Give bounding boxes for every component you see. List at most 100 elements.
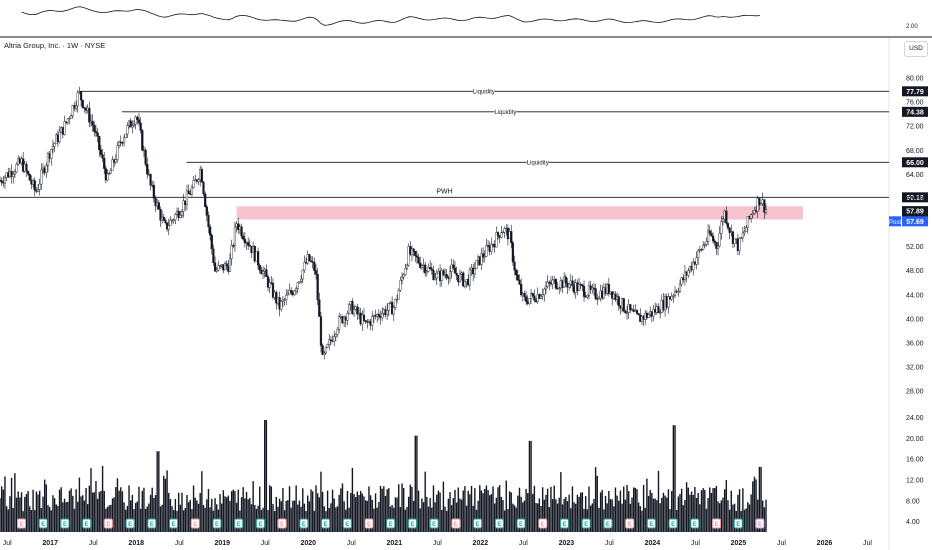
volume-bar (98, 492, 100, 532)
volume-bar (29, 506, 31, 532)
volume-bar (697, 492, 699, 532)
volume-bar (505, 480, 507, 532)
candle-body (346, 313, 349, 321)
volume-bar (705, 508, 708, 532)
volume-bar (227, 495, 230, 532)
volume-bar (432, 485, 435, 532)
earnings-badge-glyph: E (454, 522, 458, 528)
symbol-title[interactable]: Altria Group, Inc. · 1W · NYSE (4, 41, 106, 50)
volume-bar (606, 503, 608, 532)
time-tick-label: 2019 (214, 540, 230, 547)
volume-bar (55, 504, 57, 532)
candle-body (258, 265, 261, 271)
earnings-badge (755, 518, 765, 529)
indicator-axis-label: 2.00 (906, 24, 918, 30)
volume-bar (532, 493, 534, 532)
time-axis[interactable]: Jul 2017 Jul 2018 Jul 2019 Jul 2020 Jul 2021 Jul 20… (3, 540, 873, 547)
volume-bar (510, 492, 512, 532)
volume-bar (594, 467, 597, 532)
candle-body (435, 272, 438, 279)
volume-bar (285, 500, 287, 532)
candle-body (397, 290, 400, 300)
candle-body (286, 293, 289, 296)
candle-body (589, 285, 592, 290)
volume-bar (442, 481, 445, 532)
volume-bar (454, 489, 456, 532)
candle-body (652, 309, 655, 317)
volume-bar (136, 501, 139, 532)
candle-body (172, 219, 175, 221)
volume-bar (666, 497, 668, 532)
volume-bar (493, 503, 496, 532)
earnings-badge (668, 518, 678, 529)
volume-bar (487, 490, 489, 532)
candle-body (141, 130, 144, 151)
candle-body (280, 301, 283, 310)
candle-body (247, 242, 250, 246)
volume-bar (259, 486, 261, 532)
earnings-badge (342, 518, 352, 529)
candle-body (303, 262, 306, 271)
price-tick-label: 48.00 (906, 268, 924, 275)
candle-body (539, 295, 543, 299)
volume-bar (192, 485, 195, 532)
volume-bar (194, 497, 196, 532)
earnings-badge-glyph: E (758, 522, 762, 528)
volume-bar (5, 506, 8, 532)
volume-bar (222, 490, 225, 532)
level-name-bg (472, 87, 495, 95)
candle-body (702, 245, 705, 250)
candle-body (329, 339, 332, 341)
volume-bar (758, 466, 761, 532)
volume-bar (689, 494, 691, 532)
level-name-bg (526, 158, 549, 166)
volume-bar (550, 486, 552, 532)
candle-body (182, 200, 185, 212)
volume-bar (599, 492, 602, 532)
volume-bar (712, 488, 714, 532)
candle-body (268, 282, 271, 288)
price-tick-label: 68.00 (906, 148, 924, 155)
volume-bar (639, 506, 641, 532)
volume-bar (700, 490, 703, 532)
volume-bar (482, 493, 484, 532)
candle-body (528, 298, 531, 304)
volume-bar (308, 501, 311, 532)
volume-bar (563, 498, 565, 532)
candle-body (554, 279, 558, 289)
level-price-label: 74.38 (906, 109, 924, 116)
volume-bar (763, 507, 766, 532)
volume-bar (414, 435, 416, 532)
candle-body (131, 125, 134, 128)
candle-body (323, 352, 326, 355)
candle-body (468, 269, 471, 286)
volume-bar (581, 492, 584, 532)
earnings-badge-glyph: E (302, 522, 306, 528)
level-name-bg (494, 108, 517, 116)
indicator-line (21, 6, 761, 26)
earnings-badge-glyph: E (128, 522, 132, 528)
earnings-badge-glyph: E (237, 522, 241, 528)
candle-body (458, 273, 462, 283)
candle-body (351, 301, 354, 315)
volume-bar (502, 499, 504, 532)
candle-body (726, 223, 730, 229)
candle-body (387, 303, 390, 311)
volume-bar (214, 498, 216, 532)
volume-bar (497, 487, 499, 532)
candle-body (192, 180, 195, 188)
candle-body (265, 269, 268, 278)
price-axis[interactable]: 80.0076.0072.0068.0064.0060.0056.0052.00… (906, 76, 924, 527)
candle-body (94, 131, 98, 133)
volume-bar (651, 492, 653, 532)
volume-bar (148, 503, 150, 532)
candle-body (185, 190, 189, 205)
candle-body (414, 251, 417, 257)
volume-bar (359, 491, 362, 532)
price-tick-label: 4.00 (906, 519, 920, 526)
volume-bar (407, 496, 410, 532)
currency-button[interactable]: USD (904, 41, 928, 57)
candle-body (321, 345, 324, 355)
candle-body (405, 264, 409, 269)
